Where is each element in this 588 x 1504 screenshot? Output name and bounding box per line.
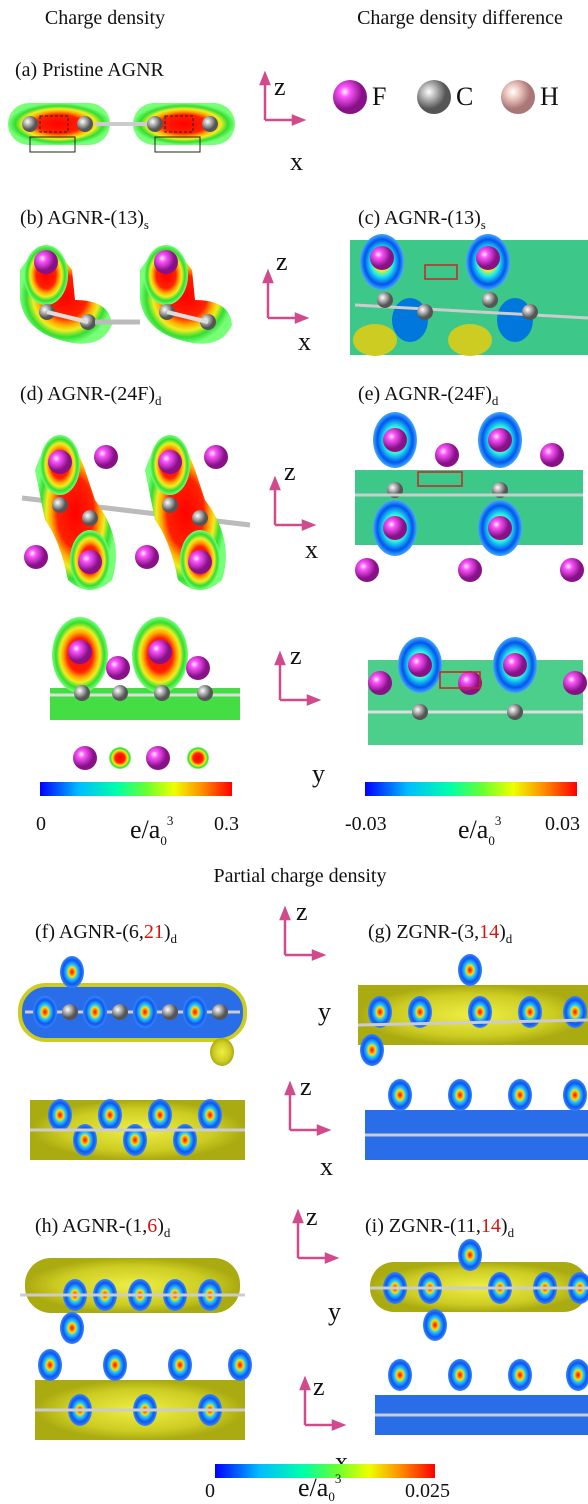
- text-part: d: [155, 393, 162, 408]
- density-image: [50, 617, 240, 770]
- panel-label: (e) AGNR-(24F)d: [358, 383, 499, 408]
- density-image: [20, 245, 232, 344]
- axis-label: z: [296, 897, 308, 926]
- axis-label: z: [274, 72, 286, 101]
- text-part: 0: [488, 833, 495, 848]
- density-image: [8, 103, 235, 152]
- panel-label: (f) AGNR-(6,21)d: [35, 921, 178, 946]
- text-part: d: [164, 1225, 171, 1240]
- colorbar-unit: e/a03: [130, 813, 173, 848]
- partial-image: [370, 1239, 588, 1435]
- text-part: ): [164, 921, 171, 943]
- text-part: e/a: [458, 815, 489, 844]
- text-part: ): [501, 1215, 508, 1237]
- text-part: (c) AGNR-(13): [358, 207, 481, 229]
- text-part: d: [171, 931, 178, 946]
- axis-label: y: [328, 1297, 341, 1326]
- text-part: (g) ZGNR-(3,: [368, 921, 479, 943]
- panel-label: (b) AGNR-(13)s: [20, 207, 149, 232]
- text-part: (e) AGNR-(24F): [358, 383, 492, 405]
- text-part: (b) AGNR-(13): [20, 207, 144, 229]
- colorbar-unit: e/a03: [458, 813, 501, 848]
- axis-arrows: [271, 479, 313, 529]
- axis-label: y: [312, 759, 325, 788]
- text-part: s: [144, 217, 149, 232]
- legend-swatch: [333, 80, 367, 114]
- panel-label: (c) AGNR-(13)s: [358, 207, 486, 232]
- difference-image: [355, 412, 584, 582]
- text-part: 0: [160, 833, 167, 848]
- header: Charge density difference: [357, 7, 563, 29]
- panel-label: (a) Pristine AGNR: [15, 59, 165, 81]
- text-part: (f) AGNR-(6,: [35, 921, 144, 943]
- axis-label: z: [290, 641, 302, 670]
- text-part: d: [492, 393, 499, 408]
- colorbar-unit: e/a03: [298, 1471, 341, 1504]
- text-part: 0: [328, 1489, 335, 1504]
- panel-label: (d) AGNR-(24F)d: [20, 383, 162, 408]
- text-part: (d) AGNR-(24F): [20, 383, 155, 405]
- header: Charge density: [45, 7, 165, 29]
- legend-label: F: [372, 82, 386, 111]
- legend-label: H: [540, 82, 559, 111]
- axis-label: z: [300, 1072, 312, 1101]
- text-part: 14: [481, 1215, 501, 1237]
- panel-label: (h) AGNR-(1,6)d: [35, 1215, 171, 1240]
- axis-label: x: [305, 535, 318, 564]
- colorbar-tick: 0.025: [405, 1480, 450, 1502]
- text-part: 6: [147, 1215, 157, 1237]
- density-image: [22, 435, 250, 590]
- text-part: e/a: [130, 815, 161, 844]
- colorbar-tick: 0: [205, 1480, 215, 1502]
- text-part: 14: [479, 921, 499, 943]
- axis-label: x: [320, 1152, 333, 1181]
- partial-image: [20, 1258, 252, 1440]
- text-part: s: [481, 217, 486, 232]
- text-part: 3: [167, 813, 174, 828]
- text-part: 21: [144, 921, 164, 943]
- text-part: e/a: [298, 1473, 329, 1502]
- partial-image: [20, 956, 245, 1160]
- axis-label: x: [298, 327, 311, 356]
- panel-label: (i) ZGNR-(11,14)d: [365, 1215, 515, 1240]
- text-part: ): [499, 921, 506, 943]
- legend-swatch: [501, 80, 535, 114]
- colorbar-tick: 0.3: [214, 813, 239, 835]
- difference-image: [368, 637, 587, 745]
- difference-image: [350, 234, 588, 356]
- text-part: d: [508, 1225, 515, 1240]
- colorbar-tick: 0.03: [545, 813, 580, 835]
- axis-arrows: [264, 272, 306, 322]
- colorbar-tick: -0.03: [345, 813, 387, 835]
- legend-label: C: [456, 82, 473, 111]
- text-part: 3: [495, 813, 502, 828]
- legend: F C H: [333, 80, 559, 114]
- text-part: d: [506, 931, 513, 946]
- colorbar: [365, 782, 577, 796]
- partial-image: [358, 954, 588, 1160]
- text-part: ): [157, 1215, 164, 1237]
- panel-label: (g) ZGNR-(3,14)d: [368, 921, 513, 946]
- axis-label: z: [306, 1202, 318, 1231]
- colorbar: [40, 782, 232, 796]
- axis-label: y: [318, 997, 331, 1026]
- axis-label: x: [290, 147, 303, 176]
- header: Partial charge density: [214, 865, 387, 887]
- text-part: (i) ZGNR-(11,: [365, 1215, 481, 1237]
- axis-label: z: [276, 247, 288, 276]
- legend-swatch: [417, 80, 451, 114]
- axis-label: z: [313, 1372, 325, 1401]
- text-part: 3: [335, 1471, 342, 1486]
- figure: Charge density Charge density difference…: [0, 0, 588, 1504]
- text-part: (h) AGNR-(1,: [35, 1215, 147, 1237]
- axis-label: z: [284, 457, 296, 486]
- colorbar-tick: 0: [36, 813, 46, 835]
